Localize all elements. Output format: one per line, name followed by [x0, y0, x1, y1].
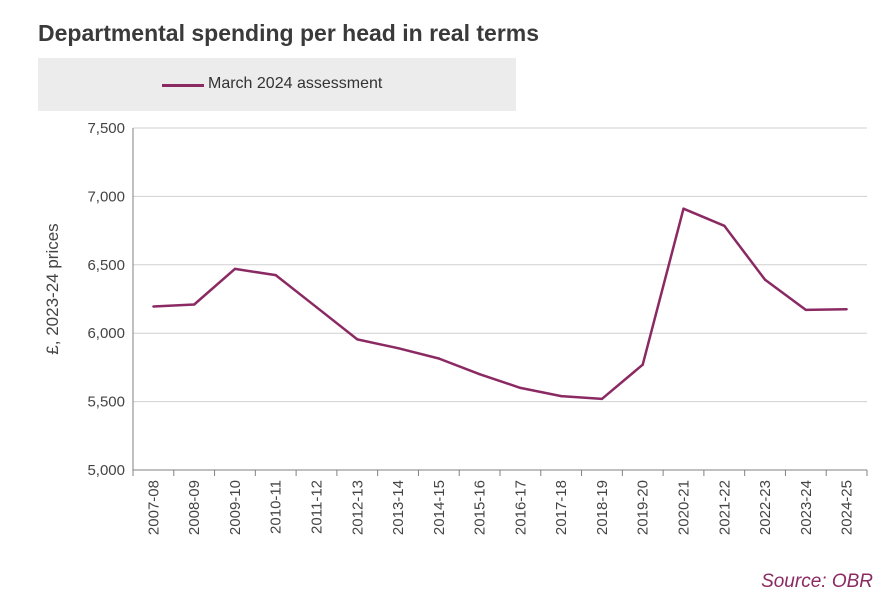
data-point [723, 224, 726, 228]
x-tick-label: 2016-17 [512, 480, 529, 535]
data-point [804, 308, 808, 312]
data-point [682, 207, 685, 210]
x-tick-label: 2015-16 [472, 480, 489, 535]
chart-title: Departmental spending per head in real t… [38, 20, 540, 46]
data-point [356, 338, 359, 341]
y-tick-label: 5,000 [87, 462, 125, 479]
series-line [153, 207, 847, 401]
x-tick-label: 2017-18 [553, 480, 570, 535]
x-tick-label: 2018-19 [594, 480, 611, 535]
y-tick-label: 6,000 [87, 325, 125, 342]
data-point [478, 373, 481, 376]
x-tick-label: 2008-09 [186, 480, 203, 535]
y-tick-label: 6,500 [87, 257, 125, 274]
x-tick-label: 2011-12 [309, 480, 326, 534]
data-point [274, 273, 277, 277]
legend-swatch-line [162, 84, 204, 87]
x-tick-label: 2021-22 [716, 480, 733, 535]
data-point [519, 386, 522, 390]
x-tick-label: 2012-13 [349, 480, 366, 535]
data-point [396, 347, 400, 350]
x-tick-label: 2007-08 [145, 480, 162, 535]
data-point [315, 306, 318, 309]
data-point [437, 357, 441, 360]
x-tick-label: 2014-15 [431, 480, 448, 535]
y-tick-label: 5,500 [87, 394, 125, 411]
data-point [233, 267, 237, 271]
data-point [600, 397, 604, 401]
x-tick-label: 2009-10 [227, 480, 244, 535]
data-point [152, 305, 155, 308]
x-tick-label: 2013-14 [390, 480, 407, 535]
data-point [559, 394, 563, 398]
legend-label: March 2024 assessment [208, 75, 383, 92]
data-point [845, 308, 848, 311]
y-tick-label: 7,500 [87, 120, 125, 137]
data-point [641, 363, 644, 366]
x-tick-label: 2010-11 [268, 480, 285, 534]
x-tick-label: 2022-23 [757, 480, 774, 535]
source-note: Source: OBR [761, 571, 873, 592]
y-tick-label: 7,000 [87, 188, 125, 205]
data-point [763, 278, 767, 282]
x-tick-label: 2024-25 [839, 480, 856, 535]
x-tick-label: 2019-20 [635, 480, 652, 535]
data-point [192, 303, 196, 306]
y-axis-label: £, 2023-24 prices [43, 223, 62, 354]
x-tick-label: 2020-21 [676, 480, 693, 535]
x-tick-label: 2023-24 [798, 480, 815, 535]
legend: March 2024 assessment [38, 58, 516, 111]
